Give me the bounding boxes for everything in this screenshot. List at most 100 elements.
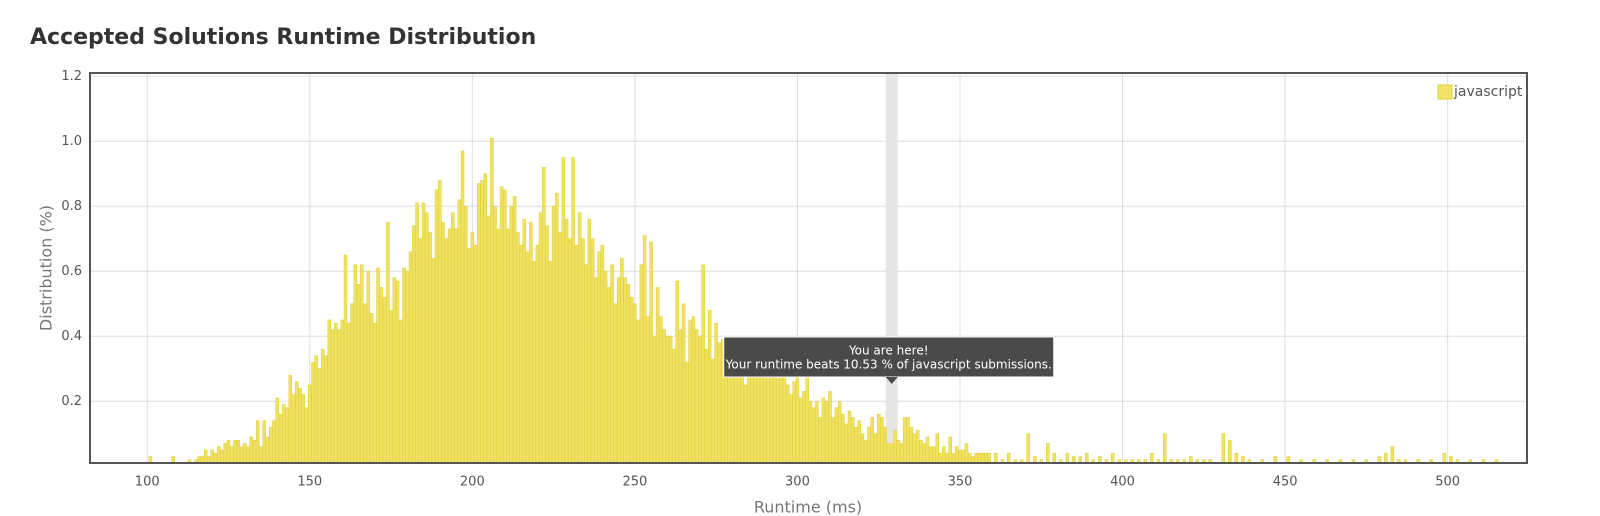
- bar: [246, 446, 250, 464]
- bar: [587, 218, 592, 464]
- bar: [870, 417, 874, 464]
- bar: [441, 222, 445, 464]
- bar: [512, 196, 517, 464]
- bar: [236, 439, 241, 464]
- bar: [649, 241, 653, 464]
- bar: [324, 355, 328, 464]
- bar: [379, 287, 384, 464]
- bar: [282, 404, 286, 464]
- bar: [698, 335, 702, 464]
- x-tick-label: 400: [1110, 475, 1135, 490]
- bar: [828, 391, 832, 464]
- bar: [220, 449, 224, 464]
- bar: [288, 374, 293, 464]
- bar: [899, 443, 904, 464]
- bar: [477, 183, 481, 464]
- bar: [392, 277, 397, 464]
- bar: [805, 374, 809, 464]
- bar: [984, 452, 988, 464]
- bar: [255, 420, 260, 464]
- bar: [1234, 452, 1239, 464]
- bar: [945, 452, 949, 464]
- bar: [405, 270, 410, 464]
- tooltip-arrow: [885, 377, 898, 384]
- bar: [389, 309, 393, 464]
- bar: [740, 368, 744, 464]
- bar: [672, 348, 676, 464]
- bar: [980, 452, 985, 464]
- bar: [259, 446, 263, 464]
- bar: [551, 205, 556, 464]
- x-tick-label: 250: [622, 475, 647, 490]
- tooltip-title: You are here!: [848, 344, 929, 358]
- legend-swatch: [1437, 84, 1453, 100]
- bar: [662, 329, 666, 464]
- bar: [581, 238, 585, 464]
- bar: [555, 192, 559, 464]
- bar: [704, 348, 709, 464]
- bar: [711, 358, 715, 464]
- bar: [363, 303, 367, 464]
- x-tick-label: 200: [460, 475, 485, 490]
- bar: [958, 449, 962, 464]
- bar: [386, 222, 390, 464]
- bar: [639, 264, 644, 464]
- bar: [795, 368, 800, 464]
- bar: [249, 436, 254, 464]
- bar: [623, 277, 627, 464]
- bar: [964, 443, 969, 464]
- bar: [753, 374, 757, 464]
- bar: [837, 400, 842, 464]
- bar: [811, 407, 816, 464]
- bar: [743, 384, 748, 464]
- bar: [808, 400, 813, 464]
- bar: [571, 157, 575, 464]
- bar: [574, 244, 579, 464]
- bar: [415, 202, 419, 464]
- bar: [490, 137, 494, 464]
- bar: [789, 394, 793, 464]
- bar: [203, 449, 208, 464]
- bar: [369, 313, 374, 464]
- bar: [291, 394, 296, 464]
- bar: [532, 261, 536, 464]
- bar: [275, 397, 280, 464]
- y-tick-label: 1.2: [61, 69, 82, 84]
- bar: [210, 449, 215, 464]
- bar: [850, 417, 855, 464]
- bar: [915, 430, 920, 464]
- bar: [925, 436, 930, 464]
- bar: [473, 244, 478, 464]
- bar: [337, 329, 341, 464]
- bar: [1111, 452, 1115, 464]
- x-tick-label: 100: [135, 475, 160, 490]
- bar: [330, 329, 335, 464]
- bar: [242, 443, 247, 464]
- bar: [928, 446, 933, 464]
- bar: [620, 257, 624, 464]
- bar: [896, 439, 900, 464]
- tooltip-text: Your runtime beats 10.53 % of javascript…: [725, 358, 1052, 372]
- bar: [519, 244, 523, 464]
- bar: [954, 446, 959, 464]
- bar: [724, 368, 728, 464]
- bar: [675, 280, 679, 464]
- bar: [308, 384, 312, 464]
- bar: [893, 430, 897, 464]
- bar: [646, 316, 650, 464]
- bar: [278, 413, 283, 464]
- bar: [967, 452, 972, 464]
- bar: [373, 322, 377, 464]
- bar: [418, 238, 423, 464]
- bar: [548, 261, 553, 464]
- bar: [867, 426, 871, 464]
- bar: [841, 413, 845, 464]
- bar: [506, 228, 510, 464]
- legend-label: javascript: [1453, 84, 1523, 100]
- bar: [239, 446, 244, 464]
- bar: [607, 287, 611, 464]
- bar: [486, 215, 491, 464]
- bar: [564, 218, 569, 464]
- bar: [831, 417, 835, 464]
- bar: [766, 378, 770, 464]
